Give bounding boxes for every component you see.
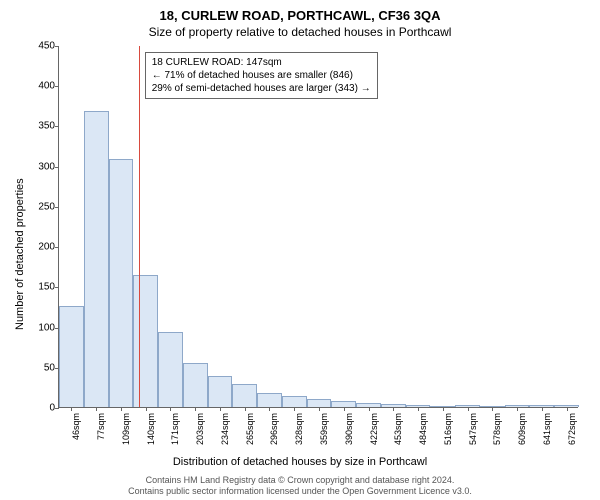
x-tick-label: 641sqm bbox=[542, 413, 552, 445]
histogram-bar bbox=[282, 396, 307, 407]
histogram-bar bbox=[183, 363, 208, 407]
histogram-bar bbox=[84, 111, 109, 407]
x-tick-label: 609sqm bbox=[517, 413, 527, 445]
x-tick-label: 203sqm bbox=[195, 413, 205, 445]
x-tick-label: 296sqm bbox=[269, 413, 279, 445]
histogram-bar bbox=[59, 306, 84, 407]
x-tick-mark bbox=[567, 407, 568, 411]
x-tick-mark bbox=[319, 407, 320, 411]
y-tick-mark bbox=[55, 247, 59, 248]
x-tick-label: 328sqm bbox=[294, 413, 304, 445]
annotation-line: ← 71% of detached houses are smaller (84… bbox=[152, 69, 371, 82]
y-tick-mark bbox=[55, 408, 59, 409]
x-tick-mark bbox=[468, 407, 469, 411]
x-tick-mark bbox=[121, 407, 122, 411]
footer-line-2: Contains public sector information licen… bbox=[0, 486, 600, 496]
x-tick-label: 672sqm bbox=[567, 413, 577, 445]
y-tick-mark bbox=[55, 86, 59, 87]
histogram-bar bbox=[307, 399, 332, 407]
x-tick-label: 234sqm bbox=[220, 413, 230, 445]
x-tick-mark bbox=[269, 407, 270, 411]
plot-area: 05010015020025030035040045046sqm77sqm109… bbox=[58, 46, 578, 408]
x-tick-label: 422sqm bbox=[369, 413, 379, 445]
histogram-bar bbox=[133, 275, 158, 407]
x-tick-mark bbox=[344, 407, 345, 411]
x-tick-mark bbox=[418, 407, 419, 411]
x-tick-label: 265sqm bbox=[245, 413, 255, 445]
x-tick-label: 77sqm bbox=[96, 413, 106, 440]
x-tick-mark bbox=[71, 407, 72, 411]
reference-line bbox=[139, 46, 140, 407]
chart-subtitle: Size of property relative to detached ho… bbox=[0, 23, 600, 43]
x-tick-mark bbox=[195, 407, 196, 411]
x-tick-mark bbox=[220, 407, 221, 411]
x-tick-label: 578sqm bbox=[492, 413, 502, 445]
histogram-bar bbox=[109, 159, 134, 407]
x-tick-label: 484sqm bbox=[418, 413, 428, 445]
histogram-bar bbox=[257, 393, 282, 407]
x-tick-label: 390sqm bbox=[344, 413, 354, 445]
chart-title: 18, CURLEW ROAD, PORTHCAWL, CF36 3QA bbox=[0, 0, 600, 23]
x-tick-label: 453sqm bbox=[393, 413, 403, 445]
annotation-line: 18 CURLEW ROAD: 147sqm bbox=[152, 56, 371, 69]
y-tick-mark bbox=[55, 126, 59, 127]
histogram-bar bbox=[158, 332, 183, 407]
y-tick-mark bbox=[55, 167, 59, 168]
x-tick-mark bbox=[245, 407, 246, 411]
x-tick-label: 516sqm bbox=[443, 413, 453, 445]
histogram-bar bbox=[232, 384, 257, 407]
x-tick-mark bbox=[492, 407, 493, 411]
x-tick-mark bbox=[517, 407, 518, 411]
x-tick-label: 547sqm bbox=[468, 413, 478, 445]
y-tick-mark bbox=[55, 207, 59, 208]
x-tick-mark bbox=[369, 407, 370, 411]
y-tick-mark bbox=[55, 46, 59, 47]
x-tick-mark bbox=[294, 407, 295, 411]
histogram-bar bbox=[208, 376, 233, 407]
x-tick-mark bbox=[443, 407, 444, 411]
x-tick-label: 140sqm bbox=[146, 413, 156, 445]
annotation-line: 29% of semi-detached houses are larger (… bbox=[152, 82, 371, 95]
y-axis-label: Number of detached properties bbox=[14, 178, 26, 330]
x-tick-label: 171sqm bbox=[170, 413, 180, 445]
footer-line-1: Contains HM Land Registry data © Crown c… bbox=[0, 475, 600, 485]
x-tick-label: 46sqm bbox=[71, 413, 81, 440]
x-tick-label: 109sqm bbox=[121, 413, 131, 445]
x-tick-mark bbox=[170, 407, 171, 411]
x-tick-label: 359sqm bbox=[319, 413, 329, 445]
x-tick-mark bbox=[542, 407, 543, 411]
x-tick-mark bbox=[96, 407, 97, 411]
x-axis-label: Distribution of detached houses by size … bbox=[0, 456, 600, 468]
chart-container: 18, CURLEW ROAD, PORTHCAWL, CF36 3QA Siz… bbox=[0, 0, 600, 500]
annotation-box: 18 CURLEW ROAD: 147sqm← 71% of detached … bbox=[145, 52, 378, 99]
x-tick-mark bbox=[146, 407, 147, 411]
x-tick-mark bbox=[393, 407, 394, 411]
y-tick-mark bbox=[55, 287, 59, 288]
